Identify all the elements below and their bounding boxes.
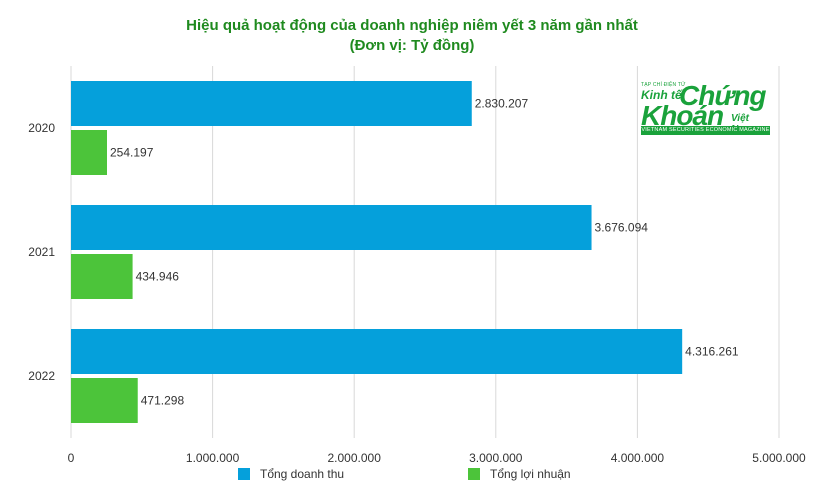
bar-revenue-2022: [71, 329, 683, 374]
y-category-label: 2021: [28, 245, 55, 259]
y-category-label: 2020: [28, 121, 55, 135]
y-category-label: 2022: [28, 369, 55, 383]
x-tick-label: 3.000.000: [469, 451, 523, 465]
data-label: 471.298: [141, 394, 185, 408]
legend-label: Tổng doanh thu: [260, 467, 344, 481]
bar-profit-2021: [71, 254, 133, 299]
logo-khoan: Khoán: [641, 100, 724, 131]
logo-chung: Chứng: [679, 80, 767, 111]
data-label: 4.316.261: [685, 345, 739, 359]
logo-band: VIETNAM SECURITIES ECONOMIC MAGAZINE: [641, 126, 770, 135]
data-label: 3.676.094: [595, 221, 649, 235]
watermark-logo: TẠP CHÍ ĐIỆN TỬ Kinh tế Chứng Khoán Việt…: [639, 80, 770, 136]
legend-swatch: [468, 468, 480, 480]
legend-label: Tổng lợi nhuận: [490, 467, 571, 481]
data-label: 434.946: [136, 270, 180, 284]
chart-title: Hiệu quả hoạt động của doanh nghiệp niêm…: [186, 17, 638, 34]
logo-tagline: TẠP CHÍ ĐIỆN TỬ: [641, 82, 686, 88]
data-label: 254.197: [110, 146, 154, 160]
bar-profit-2020: [71, 130, 107, 175]
bar-revenue-2021: [71, 205, 592, 250]
legend-swatch: [238, 468, 250, 480]
chart-subtitle: (Đơn vị: Tỷ đồng): [349, 37, 475, 54]
x-tick-label: 4.000.000: [611, 451, 665, 465]
bar-profit-2022: [71, 378, 138, 423]
x-tick-label: 0: [68, 451, 75, 465]
bar-revenue-2020: [71, 81, 472, 126]
data-label: 2.830.207: [475, 97, 529, 111]
x-tick-label: 2.000.000: [328, 451, 382, 465]
logo-kinh-te: Kinh tế: [641, 88, 682, 102]
x-tick-label: 5.000.000: [752, 451, 806, 465]
x-tick-label: 1.000.000: [186, 451, 240, 465]
